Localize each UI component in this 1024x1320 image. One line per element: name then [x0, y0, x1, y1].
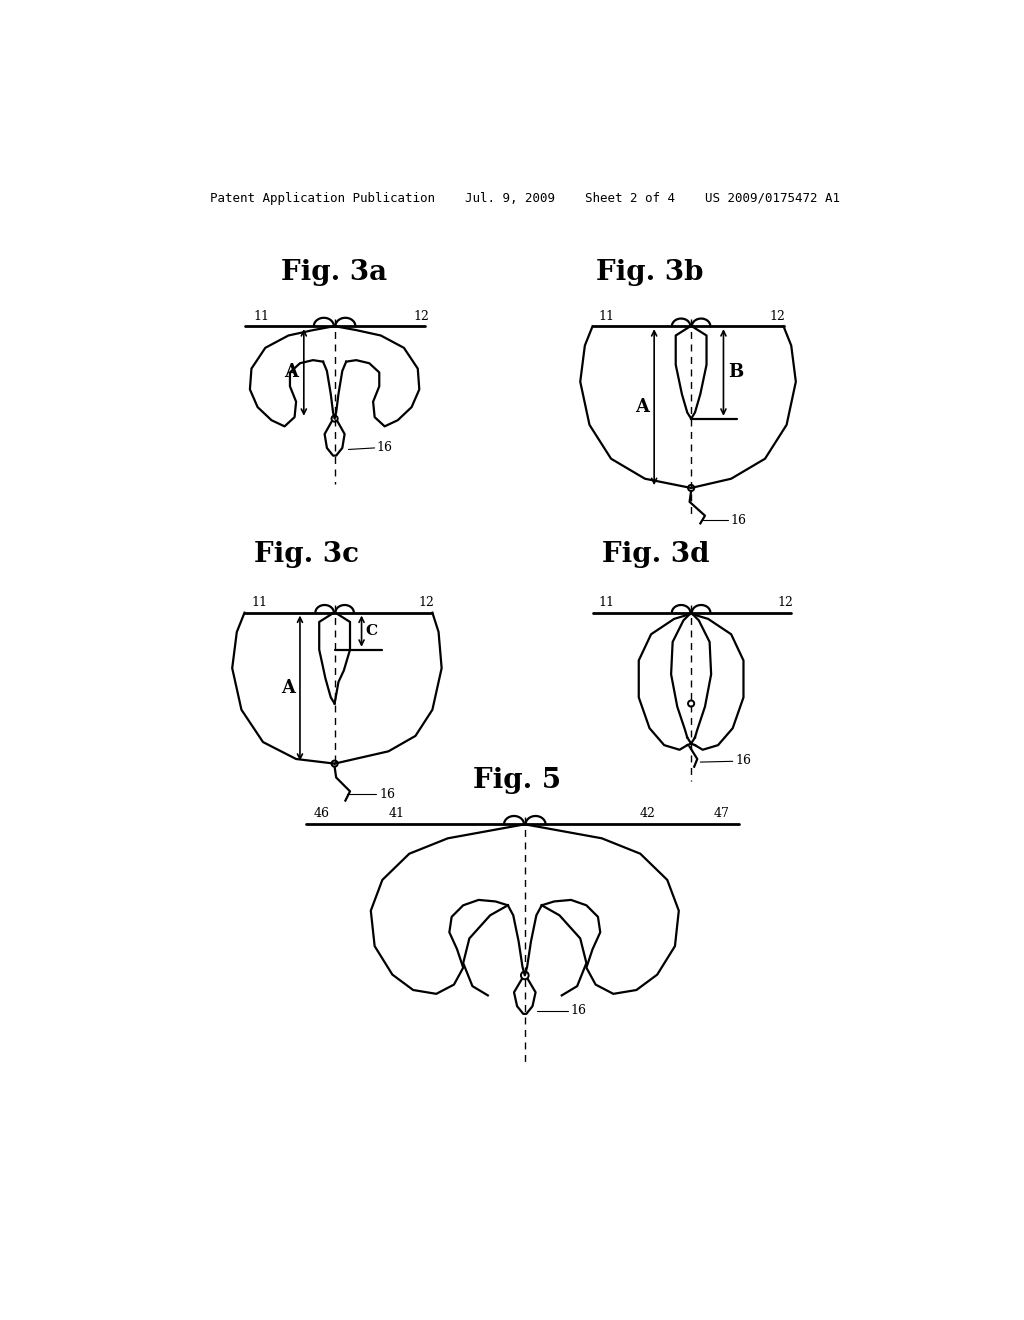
Text: 16: 16: [379, 788, 395, 801]
Text: 12: 12: [414, 310, 429, 323]
Text: 47: 47: [714, 807, 730, 820]
Text: Fig. 3d: Fig. 3d: [602, 541, 710, 569]
Text: C: C: [366, 624, 378, 638]
Text: 12: 12: [769, 310, 785, 323]
Text: 16: 16: [570, 1005, 587, 1018]
Text: B: B: [728, 363, 743, 381]
Text: 42: 42: [640, 807, 656, 820]
Text: 12: 12: [777, 597, 793, 610]
Text: 16: 16: [735, 754, 752, 767]
Text: 12: 12: [418, 597, 434, 610]
Text: 11: 11: [598, 597, 614, 610]
Text: 11: 11: [254, 310, 269, 323]
Text: 11: 11: [598, 310, 614, 323]
Text: A: A: [285, 363, 298, 381]
Text: Patent Application Publication    Jul. 9, 2009    Sheet 2 of 4    US 2009/017547: Patent Application Publication Jul. 9, 2…: [210, 191, 840, 205]
Text: A: A: [635, 399, 649, 416]
Text: 16: 16: [731, 513, 746, 527]
Text: Fig. 3b: Fig. 3b: [596, 259, 703, 286]
Text: A: A: [282, 680, 295, 697]
Text: Fig. 3a: Fig. 3a: [281, 259, 387, 286]
Text: Fig. 5: Fig. 5: [473, 767, 561, 795]
Text: 41: 41: [388, 807, 404, 820]
Text: 11: 11: [252, 597, 268, 610]
Text: 16: 16: [377, 441, 392, 454]
Text: Fig. 3c: Fig. 3c: [254, 541, 358, 569]
Text: 46: 46: [313, 807, 330, 820]
